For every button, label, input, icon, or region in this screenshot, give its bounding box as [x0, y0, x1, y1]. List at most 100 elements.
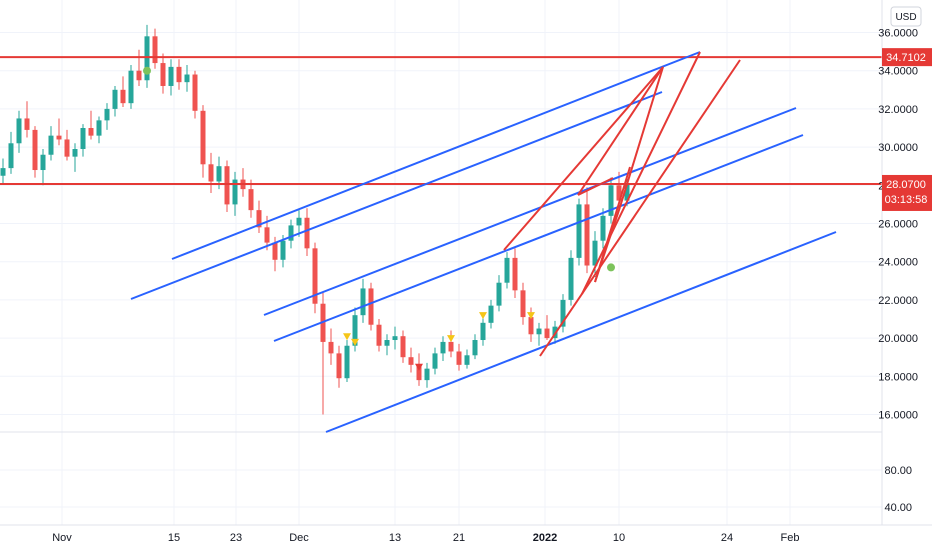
time-tick-label: 23 — [230, 532, 242, 544]
signal-triangle — [351, 338, 359, 346]
candle-series[interactable] — [0, 24, 630, 415]
pitchfork-line[interactable] — [594, 206, 621, 283]
candle — [224, 160, 230, 213]
candle-body — [56, 135, 62, 140]
candle-body — [160, 63, 166, 86]
candle-body — [584, 204, 590, 266]
candle-body — [464, 355, 470, 365]
last-price-tag-label: 28.0700 — [886, 179, 926, 191]
pitchfork-line[interactable] — [503, 66, 664, 251]
candle-body — [256, 210, 262, 228]
candle — [208, 152, 214, 193]
candle-body — [144, 36, 150, 81]
candle — [488, 299, 494, 329]
candle — [440, 336, 446, 362]
candle-body — [408, 357, 414, 365]
candle-body — [96, 120, 102, 136]
candle — [88, 110, 94, 140]
time-tick-label: 13 — [389, 532, 401, 544]
candle-body — [64, 139, 70, 157]
candle — [32, 126, 38, 178]
candle — [120, 76, 126, 107]
time-tick-label: 10 — [613, 532, 625, 544]
currency-unit-label: USD — [895, 12, 916, 23]
pitchfork-line[interactable] — [577, 177, 614, 196]
volume-tick-label: 80.00 — [884, 465, 912, 477]
drawings-layer[interactable] — [0, 51, 882, 433]
candle-body — [616, 185, 622, 201]
candle — [96, 116, 102, 144]
trend-channel-line[interactable] — [273, 134, 804, 342]
candle — [520, 282, 526, 325]
candle-body — [264, 227, 270, 243]
time-tick-label: 21 — [453, 532, 465, 544]
trend-channel-line[interactable] — [130, 91, 663, 300]
candle-body — [440, 341, 446, 354]
candle — [480, 317, 486, 346]
candle-body — [224, 166, 230, 205]
candle — [408, 347, 414, 373]
candle — [184, 64, 190, 92]
pitchfork-line[interactable] — [619, 66, 664, 208]
candle-body — [328, 341, 334, 354]
candle — [168, 59, 174, 96]
grid — [0, 0, 882, 525]
signal-markers — [143, 66, 615, 371]
volume-pane — [0, 431, 882, 508]
candle — [496, 275, 502, 312]
pitchfork-line[interactable] — [581, 51, 701, 295]
candle — [448, 330, 454, 358]
candle — [152, 28, 158, 69]
candle-body — [472, 340, 478, 356]
candle-body — [312, 248, 318, 304]
pitchfork-line[interactable] — [577, 66, 664, 196]
candle-body — [416, 364, 422, 381]
signal-dot — [607, 263, 615, 272]
candle-body — [296, 217, 302, 226]
time-tick-label: 2022 — [533, 532, 557, 544]
candle — [472, 334, 478, 360]
candle-body — [112, 89, 118, 109]
candle-body — [376, 324, 382, 346]
candle-body — [608, 185, 614, 216]
candle — [312, 242, 318, 314]
candle-body — [424, 368, 430, 381]
candle-body — [560, 299, 566, 327]
time-axis[interactable]: Nov 15 23 Dec 13 21 2022 10 24 Feb — [52, 532, 799, 544]
candle — [192, 70, 198, 119]
candle-body — [536, 328, 542, 335]
candle — [256, 200, 262, 234]
time-tick-label: 24 — [721, 532, 733, 544]
candle-body — [456, 351, 462, 365]
pitchfork-line[interactable] — [539, 59, 741, 357]
candle-body — [16, 118, 22, 144]
price-axis-background — [882, 0, 932, 550]
candle — [64, 129, 70, 161]
currency-unit-box[interactable]: USD — [890, 6, 922, 27]
candle-body — [248, 189, 254, 211]
signal-triangle — [479, 312, 487, 320]
candle — [104, 103, 110, 130]
candle — [344, 340, 350, 383]
signal-triangle — [415, 363, 423, 371]
candle-body — [624, 183, 630, 201]
price-tick-label: 26.0000 — [878, 219, 918, 231]
trend-channel-line[interactable] — [171, 51, 701, 260]
candle-body — [200, 110, 206, 165]
price-tick-label: 22.0000 — [878, 295, 918, 307]
candle — [544, 315, 550, 341]
candle-body — [432, 353, 438, 369]
time-tick-label: Nov — [52, 532, 72, 544]
candle-body — [48, 135, 54, 155]
candle-body — [384, 340, 390, 346]
time-tick-label: 15 — [168, 532, 180, 544]
volume-axis[interactable]: 80.00 40.00 — [884, 465, 912, 514]
trend-channel-line[interactable] — [263, 107, 797, 316]
candle — [56, 118, 62, 146]
candle-body — [192, 74, 198, 111]
candle — [16, 110, 22, 153]
trend-channel-line[interactable] — [325, 231, 837, 433]
